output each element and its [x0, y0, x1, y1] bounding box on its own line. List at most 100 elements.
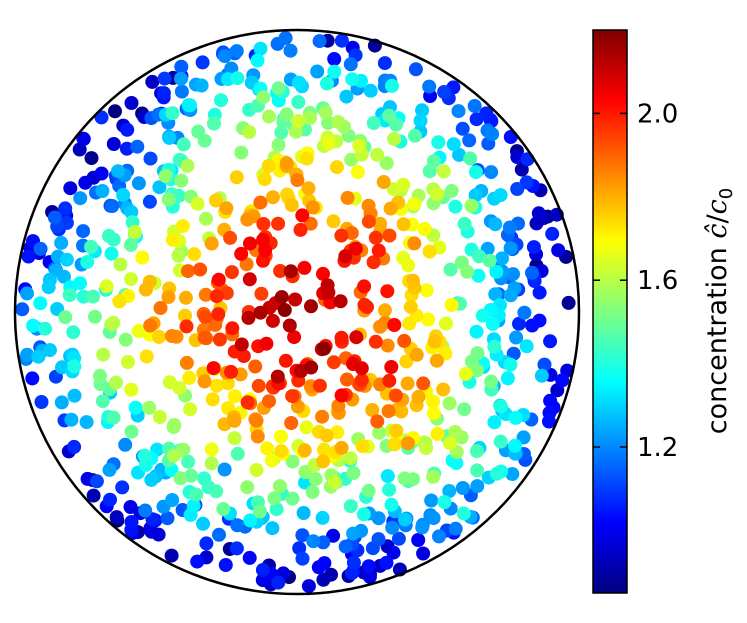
scatter-point: [346, 466, 361, 480]
scatter-point: [156, 86, 171, 101]
scatter-point: [130, 139, 145, 154]
scatter-point: [411, 533, 426, 547]
scatter-point: [305, 484, 320, 499]
scatter-point: [253, 305, 268, 320]
scatter-point: [400, 376, 415, 391]
scatter-point: [118, 332, 133, 347]
scatter-point: [21, 249, 36, 264]
scatter-point: [240, 480, 255, 495]
scatter-point: [531, 206, 546, 221]
scatter-point: [512, 316, 526, 331]
scatter-point: [317, 341, 332, 356]
scatter-point: [422, 244, 437, 259]
scatter-point: [302, 111, 317, 126]
scatter-point: [79, 415, 94, 430]
scatter-point: [437, 85, 452, 99]
scatter-point: [334, 388, 349, 403]
scatter-point: [212, 527, 226, 542]
scatter-point: [193, 262, 208, 277]
scatter-point: [189, 487, 204, 502]
scatter-points: [15, 31, 576, 594]
scatter-point: [452, 147, 467, 162]
scatter-point: [224, 265, 239, 280]
scatter-point: [469, 324, 484, 339]
scatter-point: [264, 453, 279, 468]
scatter-point: [33, 296, 48, 311]
colorbar-gradient: [592, 29, 628, 594]
scatter-point: [537, 357, 552, 372]
scatter-point: [161, 290, 176, 304]
scatter-point: [54, 395, 69, 410]
colorbar-label-slash: /: [702, 213, 733, 223]
scatter-point: [279, 156, 294, 171]
scatter-point: [421, 312, 436, 327]
scatter-point: [327, 475, 342, 490]
scatter-point: [234, 337, 249, 352]
scatter-point: [234, 246, 249, 261]
scatter-point: [240, 212, 255, 227]
scatter-point: [424, 493, 439, 508]
scatter-point: [20, 347, 35, 362]
scatter-point: [174, 173, 189, 188]
scatter-point: [230, 518, 245, 533]
scatter-point: [184, 468, 199, 483]
scatter-point: [399, 354, 414, 369]
scatter-point: [108, 104, 122, 119]
scatter-point: [62, 288, 77, 302]
scatter-point: [116, 188, 131, 202]
scatter-point: [171, 248, 186, 263]
scatter-point: [361, 483, 376, 498]
scatter-point: [384, 360, 399, 374]
scatter-point: [381, 404, 396, 419]
scatter-point: [385, 520, 400, 535]
scatter-point: [326, 528, 341, 543]
scatter-point: [379, 555, 394, 570]
scatter-point: [457, 402, 472, 417]
colorbar-tick-label: 2.0: [637, 99, 678, 129]
scatter-point: [143, 318, 158, 333]
scatter-point: [87, 309, 102, 324]
scatter-point: [262, 109, 276, 124]
scatter-point: [283, 43, 298, 58]
scatter-point: [84, 239, 99, 254]
scatter-point: [310, 64, 325, 79]
scatter-point: [138, 503, 153, 518]
scatter-point: [282, 318, 297, 333]
scatter-point: [457, 216, 472, 231]
scatter-point: [534, 368, 549, 383]
scatter-point: [503, 241, 518, 256]
scatter-point: [380, 469, 395, 484]
scatter-point: [198, 310, 213, 325]
scatter-point: [145, 74, 160, 89]
scatter-point: [209, 193, 223, 208]
scatter-point: [217, 49, 232, 64]
scatter-point: [196, 516, 210, 531]
scatter-point: [142, 194, 157, 209]
scatter-point: [462, 133, 477, 148]
scatter-point: [382, 482, 397, 497]
scatter-point: [180, 158, 195, 173]
scatter-point: [506, 267, 520, 282]
scatter-point: [219, 201, 234, 216]
scatter-point: [343, 499, 358, 514]
colorbar-label-sub: 0: [716, 188, 737, 199]
scatter-point: [89, 474, 104, 489]
scatter-point: [304, 299, 318, 314]
scatter-point: [227, 431, 242, 446]
scatter-point: [316, 266, 330, 281]
scatter-point: [123, 237, 138, 252]
scatter-point: [382, 228, 397, 243]
scatter-point: [220, 376, 235, 391]
scatter-point: [470, 479, 485, 494]
scatter-point: [561, 295, 576, 310]
scatter-point: [106, 137, 121, 151]
scatter-point: [259, 336, 274, 351]
scatter-point: [162, 130, 177, 145]
scatter-point: [240, 395, 255, 410]
scatter-point: [217, 462, 232, 477]
scatter-point: [295, 528, 310, 543]
scatter-point: [469, 444, 484, 459]
scatter-point: [317, 556, 332, 571]
scatter-point: [318, 105, 333, 120]
scatter-point: [95, 184, 110, 198]
